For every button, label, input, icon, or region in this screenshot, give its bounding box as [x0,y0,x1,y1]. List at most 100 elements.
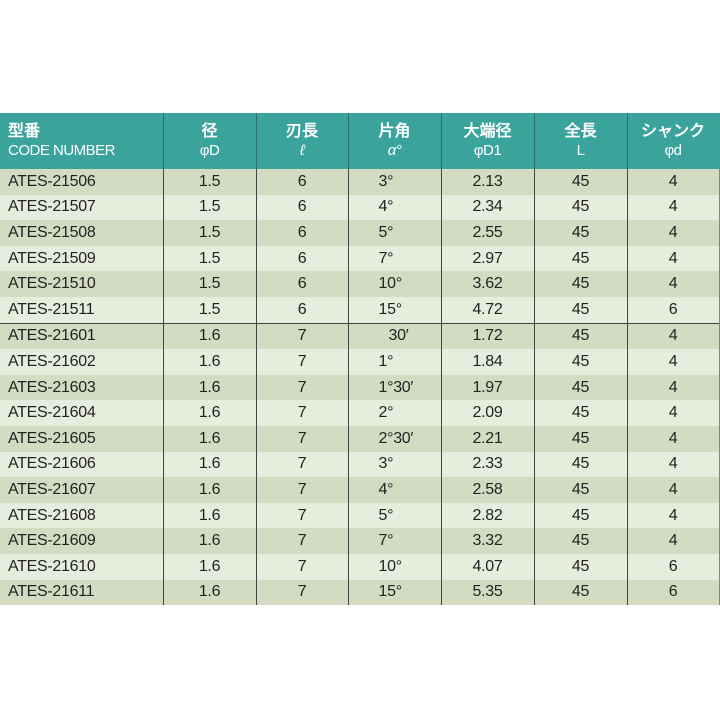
cell-overall-length: 45 [533,245,627,272]
cell-large-end-diameter: 2.21 [440,425,534,452]
cell-shank-diameter: 4 [626,451,720,478]
cell-large-end-diameter: 2.33 [440,451,534,478]
table-row: ATES-21602 1.6 7 1° 1.84 45 4 [0,349,720,375]
header-label: 刃長 [285,123,318,140]
header-sublabel: L [576,142,585,159]
header-row: 型番 CODE NUMBER 径 φD 刃長 ℓ 片角 α° 大端径 φD1 全長 L シャンク φd [0,113,720,169]
cell-flute-length: 6 [255,194,348,221]
cell-flute-length: 7 [255,374,348,401]
cell-overall-length: 45 [533,349,627,375]
cell-flute-length: 7 [255,502,348,529]
cell-half-angle: 1°30′ [347,374,441,401]
cell-code-number: ATES-21605 [0,425,163,452]
cell-overall-length: 45 [533,400,627,426]
cell-half-angle: 5° [347,220,441,246]
cell-shank-diameter: 4 [626,169,720,195]
cell-overall-length: 45 [533,322,627,350]
column-header-large-end-diameter: 大端径 φD1 [440,113,534,169]
cell-diameter: 1.6 [162,400,256,426]
cell-large-end-diameter: 2.82 [440,502,534,529]
cell-large-end-diameter: 2.58 [440,477,534,503]
header-sublabel: φD1 [473,142,502,159]
cell-diameter: 1.6 [162,579,256,606]
cell-shank-diameter: 6 [626,579,720,606]
header-sublabel: φD [199,142,220,159]
cell-code-number: ATES-21607 [0,477,163,503]
cell-half-angle: 5° [347,502,441,529]
cell-overall-length: 45 [533,451,627,478]
cell-overall-length: 45 [533,220,627,246]
cell-code-number: ATES-21608 [0,502,163,529]
cell-large-end-diameter: 5.35 [440,579,534,606]
cell-flute-length: 6 [255,296,348,324]
cell-large-end-diameter: 1.97 [440,374,534,401]
cell-overall-length: 45 [533,194,627,221]
cell-code-number: ATES-21511 [0,296,163,324]
cell-code-number: ATES-21510 [0,271,163,297]
cell-large-end-diameter: 2.13 [440,169,534,195]
cell-flute-length: 7 [255,400,348,426]
cell-code-number: ATES-21506 [0,169,163,195]
table-row: ATES-21604 1.6 7 2° 2.09 45 4 [0,400,720,426]
cell-large-end-diameter: 2.09 [440,400,534,426]
cell-flute-length: 7 [255,349,348,375]
table-row: ATES-21606 1.6 7 3° 2.33 45 4 [0,451,720,478]
cell-flute-length: 6 [255,271,348,297]
cell-overall-length: 45 [533,553,627,580]
cell-flute-length: 6 [255,169,348,195]
cell-code-number: ATES-21509 [0,245,163,272]
cell-code-number: ATES-21606 [0,451,163,478]
cell-half-angle: 2° [347,400,441,426]
cell-overall-length: 45 [533,374,627,401]
cell-shank-diameter: 4 [626,271,720,297]
cell-shank-diameter: 4 [626,322,720,350]
cell-overall-length: 45 [533,579,627,606]
cell-overall-length: 45 [533,271,627,297]
cell-shank-diameter: 6 [626,296,720,324]
header-label: 型番 [8,123,41,140]
cell-half-angle: 30′ [347,322,441,350]
cell-half-angle: 3° [347,169,441,195]
table-row: ATES-21603 1.6 7 1°30′ 1.97 45 4 [0,374,720,401]
cell-shank-diameter: 4 [626,528,720,554]
cell-half-angle: 15° [347,296,441,324]
cell-large-end-diameter: 1.72 [440,322,534,350]
cell-shank-diameter: 4 [626,374,720,401]
cell-flute-length: 7 [255,528,348,554]
cell-diameter: 1.6 [162,477,256,503]
cell-shank-diameter: 4 [626,477,720,503]
cell-diameter: 1.6 [162,425,256,452]
cell-flute-length: 7 [255,579,348,606]
cell-code-number: ATES-21610 [0,553,163,580]
header-label: 大端径 [463,123,512,140]
cell-diameter: 1.6 [162,374,256,401]
header-label: シャンク [640,123,705,140]
cell-overall-length: 45 [533,477,627,503]
cell-code-number: ATES-21602 [0,349,163,375]
cell-half-angle: 1° [347,349,441,375]
cell-flute-length: 6 [255,245,348,272]
cell-half-angle: 10° [347,271,441,297]
table-row: ATES-21610 1.6 7 10° 4.07 45 6 [0,553,720,580]
cell-half-angle: 2°30′ [347,425,441,452]
column-header-half-angle: 片角 α° [347,113,441,169]
cell-code-number: ATES-21507 [0,194,163,221]
cell-large-end-diameter: 4.72 [440,296,534,324]
cell-large-end-diameter: 4.07 [440,553,534,580]
cell-diameter: 1.5 [162,220,256,246]
cell-overall-length: 45 [533,502,627,529]
cell-diameter: 1.6 [162,528,256,554]
cell-half-angle: 15° [347,579,441,606]
spec-table: 型番 CODE NUMBER 径 φD 刃長 ℓ 片角 α° 大端径 φD1 全長 L シャンク φd A… [0,113,720,606]
cell-overall-length: 45 [533,169,627,195]
table-row: ATES-21608 1.6 7 5° 2.82 45 4 [0,502,720,529]
table-row: ATES-21506 1.5 6 3° 2.13 45 4 [0,169,720,195]
cell-code-number: ATES-21601 [0,322,163,350]
cell-shank-diameter: 4 [626,400,720,426]
cell-shank-diameter: 4 [626,220,720,246]
cell-diameter: 1.5 [162,194,256,221]
column-header-shank-diameter: シャンク φd [626,113,720,169]
cell-diameter: 1.6 [162,553,256,580]
table-row: ATES-21609 1.6 7 7° 3.32 45 4 [0,528,720,554]
cell-diameter: 1.5 [162,296,256,324]
